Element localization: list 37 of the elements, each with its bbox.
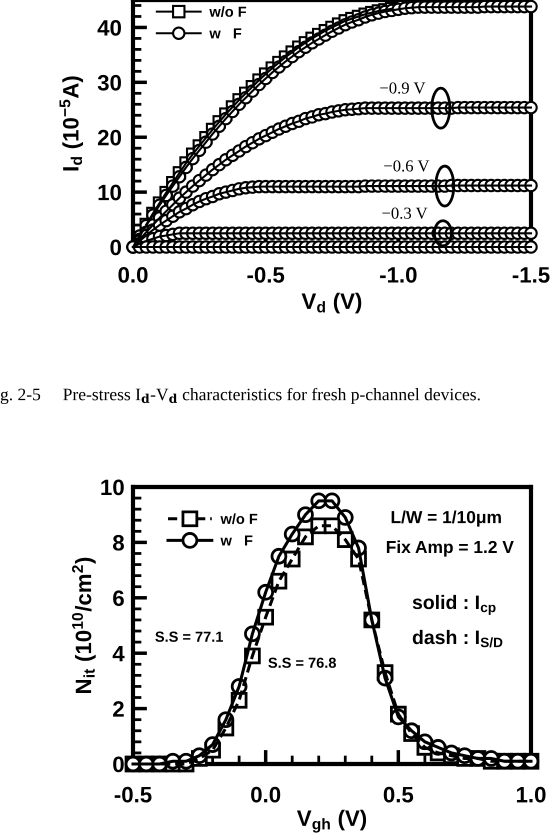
y-tick-label: 10: [101, 480, 124, 496]
annotation: Fix Amp = 1.2 V: [386, 540, 514, 557]
x-axis-title: V$_{d}$ (V): [302, 292, 362, 314]
y-tick-label: 2: [113, 701, 124, 717]
annotation: solid : I$_{cp}$: [412, 594, 496, 615]
x-tick-label: -1.5: [512, 267, 550, 283]
x-tick-label: -1.0: [380, 267, 417, 283]
text: g. 2-5 Pre-stress I$_{d}$-V$_{d}$ characteristics for fresh p-channel devices.: [0, 388, 480, 404]
x-tick-label: 1.0: [516, 786, 546, 803]
annotation: −0.6 V: [384, 160, 430, 172]
x-tick-label: -0.5: [247, 267, 284, 283]
legend-label: w/o F: [220, 513, 258, 524]
y-tick-label: 8: [113, 534, 124, 551]
annotation: dash : I$_{S/D}$: [412, 630, 502, 648]
x-tick-label: -0.5: [114, 786, 152, 803]
x-axis-title: V$_{gh}$ (V): [296, 810, 366, 833]
x-tick-label: 0.5: [384, 786, 414, 803]
y-axis-title: I$_{d}$ (10$^{−5}$A): [60, 76, 84, 170]
annotation: S.S = 76.8: [268, 658, 336, 668]
y-tick-label: 4: [112, 646, 125, 662]
annotation: −0.9 V: [380, 82, 426, 94]
y-tick-label: 40: [98, 20, 121, 36]
legend-label: w F: [220, 535, 252, 546]
y-tick-label: 30: [98, 74, 121, 91]
y-tick-label: 6: [113, 590, 124, 606]
legend-label: w/o F: [209, 6, 246, 18]
y-tick-label: 10: [98, 184, 121, 200]
y-axis-title: N$_{it}$ (10$^{10}$/cm$^{2}$): [72, 558, 96, 694]
x-tick-label: 0.0: [251, 786, 280, 803]
annotation: L/W = 1/10μm: [392, 510, 501, 527]
annotation: −0.3 V: [382, 208, 428, 219]
annotation: S.S = 77.1: [155, 632, 223, 642]
y-tick-label: 0: [113, 756, 124, 772]
y-tick-label: 20: [98, 130, 121, 146]
x-tick-label: 0.0: [118, 267, 148, 283]
y-tick-label: 0: [110, 240, 121, 256]
legend-label: w F: [209, 28, 242, 38]
